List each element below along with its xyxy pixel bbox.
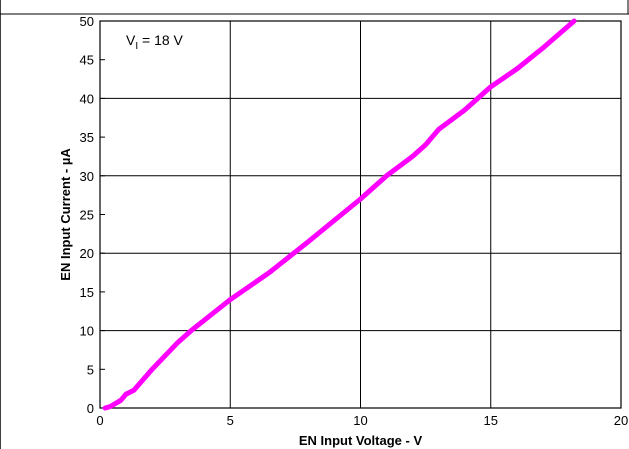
x-axis-title: EN Input Voltage - V bbox=[299, 433, 423, 448]
y-tick-label: 50 bbox=[80, 14, 94, 29]
y-tick-label: 0 bbox=[87, 401, 94, 416]
x-tick-label: 5 bbox=[227, 413, 234, 428]
y-tick-label: 35 bbox=[80, 130, 94, 145]
y-tick-label: 40 bbox=[80, 91, 94, 106]
annotation-subscript: I bbox=[135, 41, 138, 52]
y-tick-label: 45 bbox=[80, 53, 94, 68]
annotation-rest: = 18 V bbox=[138, 32, 183, 48]
annotation-main: V bbox=[126, 32, 136, 48]
series-layer bbox=[102, 18, 577, 411]
series-line bbox=[102, 18, 577, 411]
annotation-text: VI = 18 V bbox=[126, 32, 184, 52]
y-axis-ticks: 0 5 10 15 20 25 30 35 40 45 50 bbox=[80, 14, 94, 416]
annotation-background bbox=[120, 27, 220, 53]
y-tick-label: 15 bbox=[80, 285, 94, 300]
annotation-box: VI = 18 V bbox=[120, 27, 220, 53]
x-tick-label: 20 bbox=[614, 413, 628, 428]
x-axis-ticks: 0 5 10 15 20 bbox=[96, 413, 628, 428]
y-tick-label: 10 bbox=[80, 324, 94, 339]
x-tick-label: 10 bbox=[353, 413, 367, 428]
y-tick-label: 25 bbox=[80, 208, 94, 223]
y-tick-label: 5 bbox=[87, 362, 94, 377]
x-tick-label: 15 bbox=[484, 413, 498, 428]
plot-area: 0 5 10 15 20 0 5 10 15 20 25 30 35 40 45 50 VI = 18 V bbox=[80, 14, 629, 428]
x-tick-label: 0 bbox=[96, 413, 103, 428]
y-tick-label: 30 bbox=[80, 169, 94, 184]
y-axis-title: EN Input Current - µA bbox=[58, 148, 73, 281]
y-tick-label: 20 bbox=[80, 246, 94, 261]
